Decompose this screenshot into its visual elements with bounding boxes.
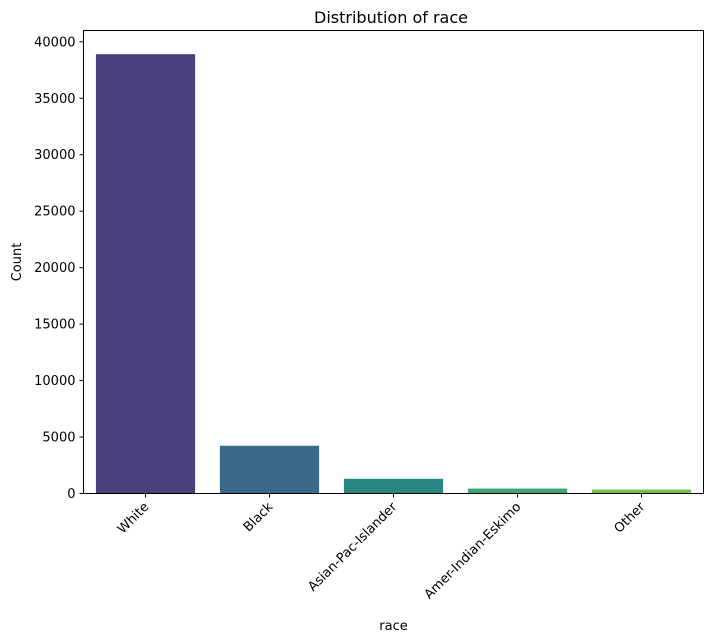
y-tick-label: 30000 (34, 148, 75, 163)
y-tick-label: 10000 (34, 374, 75, 389)
y-tick-label: 40000 (34, 35, 75, 50)
bar-white (95, 54, 196, 494)
x-tick-label: Other (612, 499, 649, 536)
bars-layer (95, 54, 692, 494)
bar-other (591, 489, 692, 494)
y-tick-label: 15000 (34, 318, 75, 333)
bar-black (219, 445, 320, 494)
x-tick-label: Black (241, 499, 277, 535)
y-axis: 0 5000 10000 15000 20000 25000 30000 35000 40000 (34, 35, 84, 502)
bar-asian-pac-islander (343, 478, 444, 494)
bar-amer-indian-eskimo (467, 488, 568, 494)
x-axis-label: race (379, 619, 407, 634)
y-axis-label: Count (10, 243, 25, 282)
x-axis: White Black Asian-Pac-Islander Amer-Indian-… (115, 493, 649, 603)
x-tick-label: White (115, 500, 152, 537)
y-tick-label: 20000 (34, 261, 75, 276)
y-tick-label: 0 (67, 487, 75, 502)
y-tick-label: 35000 (34, 92, 75, 107)
plot-frame (83, 30, 704, 494)
y-tick-label: 5000 (42, 431, 75, 446)
y-tick-label: 25000 (34, 205, 75, 220)
x-tick-label: Asian-Pac-Islander (305, 499, 400, 594)
x-tick-label: Amer-Indian-Eskimo (422, 500, 525, 603)
chart-title: Distribution of race (314, 8, 468, 27)
